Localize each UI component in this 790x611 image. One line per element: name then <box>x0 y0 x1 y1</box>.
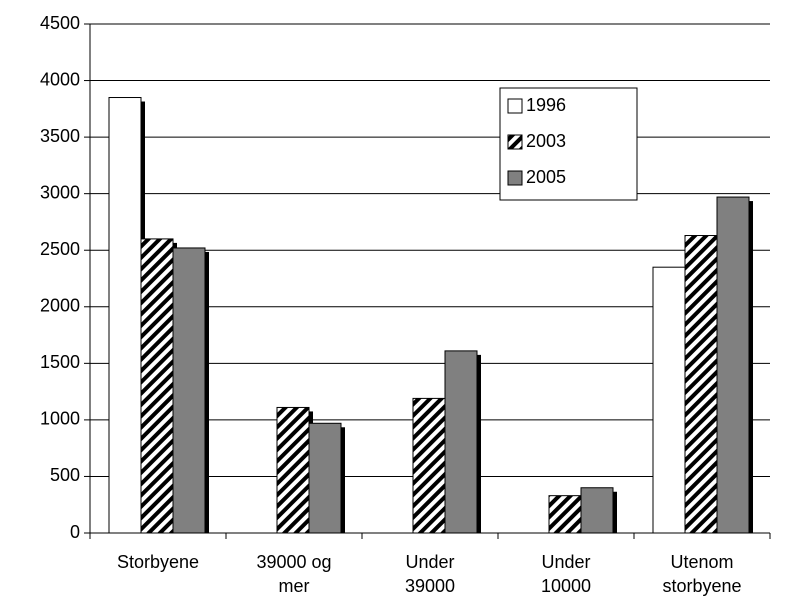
bar <box>308 422 342 534</box>
y-tick-label: 500 <box>50 465 80 485</box>
bar <box>548 495 582 534</box>
y-tick-label: 0 <box>70 522 80 542</box>
legend-label: 2003 <box>526 131 566 151</box>
bar <box>684 235 718 534</box>
x-tick-label: Under <box>405 552 454 572</box>
bar <box>276 406 310 534</box>
bar <box>580 487 614 534</box>
y-tick-label: 2000 <box>40 296 80 316</box>
legend-box <box>499 87 638 201</box>
legend-label: 1996 <box>526 95 566 115</box>
legend-swatch <box>507 98 523 114</box>
y-tick-label: 4000 <box>40 69 80 89</box>
y-tick-label: 2500 <box>40 239 80 259</box>
x-tick-label: 39000 <box>405 576 455 596</box>
y-tick-label: 3000 <box>40 182 80 202</box>
legend-label: 2005 <box>526 167 566 187</box>
legend-swatch <box>507 170 523 186</box>
bar <box>716 196 750 534</box>
x-tick-label: Utenom <box>670 552 733 572</box>
bar <box>140 238 174 534</box>
bar <box>172 247 206 534</box>
bar <box>652 266 686 534</box>
x-tick-label: 10000 <box>541 576 591 596</box>
bar <box>412 397 446 534</box>
y-tick-label: 3500 <box>40 126 80 146</box>
legend-swatch <box>507 134 523 150</box>
bar <box>444 350 478 534</box>
x-tick-label: 39000 og <box>256 552 331 572</box>
y-tick-label: 1500 <box>40 352 80 372</box>
y-tick-label: 4500 <box>40 13 80 33</box>
bar <box>108 97 142 534</box>
x-tick-label: Under <box>541 552 590 572</box>
x-tick-label: mer <box>279 576 310 596</box>
y-tick-label: 1000 <box>40 409 80 429</box>
x-tick-label: storbyene <box>662 576 741 596</box>
x-tick-label: Storbyene <box>117 552 199 572</box>
